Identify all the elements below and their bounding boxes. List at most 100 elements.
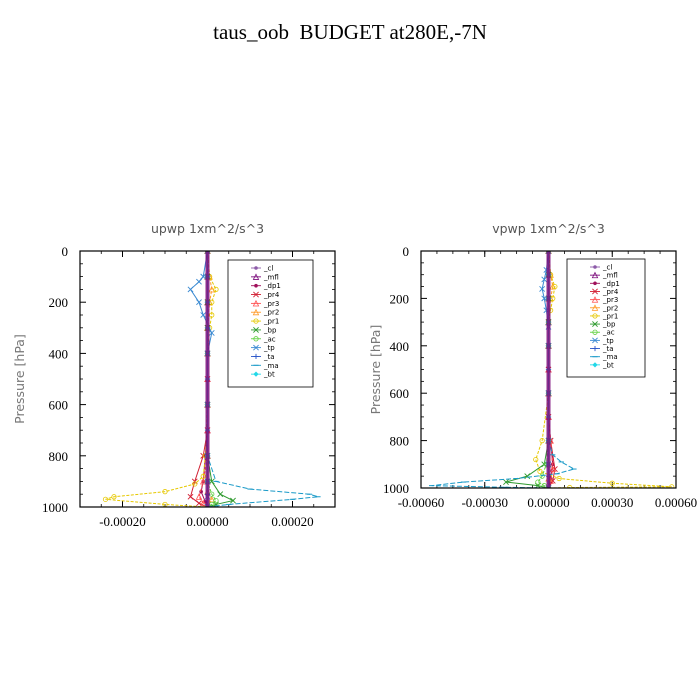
legend-label: _pr2 <box>602 304 618 312</box>
legend-marker <box>252 299 260 307</box>
legend-marker <box>593 265 597 269</box>
legend-marker <box>592 321 598 327</box>
legend-marker <box>593 281 597 286</box>
legend-label: _pr2 <box>263 309 279 317</box>
legend-marker <box>253 344 259 351</box>
legend-label: _dp1 <box>263 282 281 290</box>
data-point <box>609 480 615 486</box>
plot-title: upwp 1xm^2/s^3 <box>151 221 264 236</box>
legend: _cl_mfl_dp1_pr4_pr3_pr2_pr1_bp_ac_tp_ta_… <box>566 258 646 378</box>
y-tick-label: 600 <box>390 386 410 401</box>
series-line <box>207 251 319 507</box>
data-point <box>192 481 198 487</box>
y-tick-label: 600 <box>49 398 69 413</box>
plot-frame <box>79 250 336 508</box>
legend-label: _dp1 <box>602 280 620 288</box>
legend-marker <box>253 327 259 333</box>
data-point <box>196 278 202 285</box>
plot-area <box>102 251 321 507</box>
data-point <box>539 473 545 479</box>
legend-label: _pr3 <box>602 296 618 304</box>
legend-label: _pr1 <box>263 318 279 326</box>
y-tick-label: 0 <box>62 244 69 259</box>
legend-label: _pr3 <box>263 300 279 308</box>
y-tick-label: 0 <box>403 244 410 259</box>
plot-title: vpwp 1xm^2/s^3 <box>492 221 605 236</box>
data-point <box>539 437 545 444</box>
legend: _cl_mfl_dp1_pr4_pr3_pr2_pr1_bp_ac_tp_ta_… <box>227 259 314 388</box>
legend-label: _pr4 <box>263 291 280 299</box>
legend-marker <box>253 353 259 360</box>
legend-label: _ac <box>602 329 615 337</box>
y-tick-label: 1000 <box>383 481 409 496</box>
legend-marker <box>591 271 599 279</box>
data-point <box>669 484 675 488</box>
legend-label: _mfl <box>263 273 279 281</box>
legend-label: _pr1 <box>602 312 618 320</box>
y-tick-label: 400 <box>390 339 410 354</box>
legend-box <box>227 259 314 388</box>
legend-marker <box>254 283 258 288</box>
data-point <box>200 273 207 280</box>
legend-marker <box>252 273 260 280</box>
data-point <box>552 283 558 290</box>
data-point <box>111 494 117 500</box>
y-tick-label: 400 <box>49 346 69 361</box>
legend-label: _ma <box>263 362 279 370</box>
data-point <box>217 491 224 498</box>
data-point <box>524 473 531 480</box>
data-point <box>549 283 556 290</box>
legend-label: _ma <box>602 353 618 361</box>
data-point <box>196 299 202 306</box>
legend-label: _cl <box>263 265 273 273</box>
legend-marker <box>254 266 258 270</box>
legend-marker <box>592 362 598 368</box>
y-tick-label: 200 <box>390 291 410 306</box>
data-point <box>556 475 562 482</box>
legend-box <box>566 258 646 378</box>
y-axis-label: Pressure [hPa] <box>12 334 27 424</box>
legend-label: _ta <box>602 345 614 353</box>
series-bp <box>503 251 552 488</box>
series-pr1 <box>102 251 219 507</box>
data-point <box>208 330 215 336</box>
data-point <box>541 295 548 302</box>
legend-marker <box>592 313 598 319</box>
legend-label: _tp <box>263 344 275 352</box>
legend-label: _cl <box>602 264 612 272</box>
legend-label: _bt <box>602 361 614 369</box>
data-point <box>541 276 548 283</box>
data-point <box>200 312 207 318</box>
series-line <box>535 251 672 488</box>
plot-frame <box>420 250 677 489</box>
x-tick-label: 0.00000 <box>527 495 569 510</box>
data-point <box>200 477 207 485</box>
panel-1: upwp 1xm^2/s^3 Pressure [hPa] 0 200 400 600 80… <box>12 221 336 529</box>
plot-area <box>429 251 675 488</box>
y-tick-label: 200 <box>49 295 69 310</box>
data-point <box>200 499 207 507</box>
legend-label: _ta <box>263 353 275 361</box>
data-point <box>213 497 219 504</box>
legend-label: _bp <box>263 326 277 334</box>
x-tick-label: 0.00060 <box>655 495 697 510</box>
x-tick-label: 0.00030 <box>591 495 633 510</box>
legend-marker <box>253 318 259 324</box>
legend-marker <box>253 371 259 377</box>
panel-2: vpwp 1xm^2/s^3 Pressure [hPa] 0 200 400 600 80… <box>368 221 697 510</box>
x-tick-label: 0.00020 <box>271 514 313 529</box>
data-point <box>213 286 219 292</box>
data-point <box>102 496 109 502</box>
data-point <box>209 312 215 318</box>
x-tick-label: -0.00060 <box>398 495 445 510</box>
legend-marker <box>591 296 599 303</box>
legend-marker <box>253 336 259 342</box>
data-point <box>208 285 215 293</box>
data-point <box>537 468 543 475</box>
legend-marker <box>252 308 260 316</box>
legend-label: _ac <box>263 335 276 343</box>
data-point <box>503 479 509 485</box>
legend-label: _bt <box>263 371 275 379</box>
legend-marker <box>592 329 598 335</box>
